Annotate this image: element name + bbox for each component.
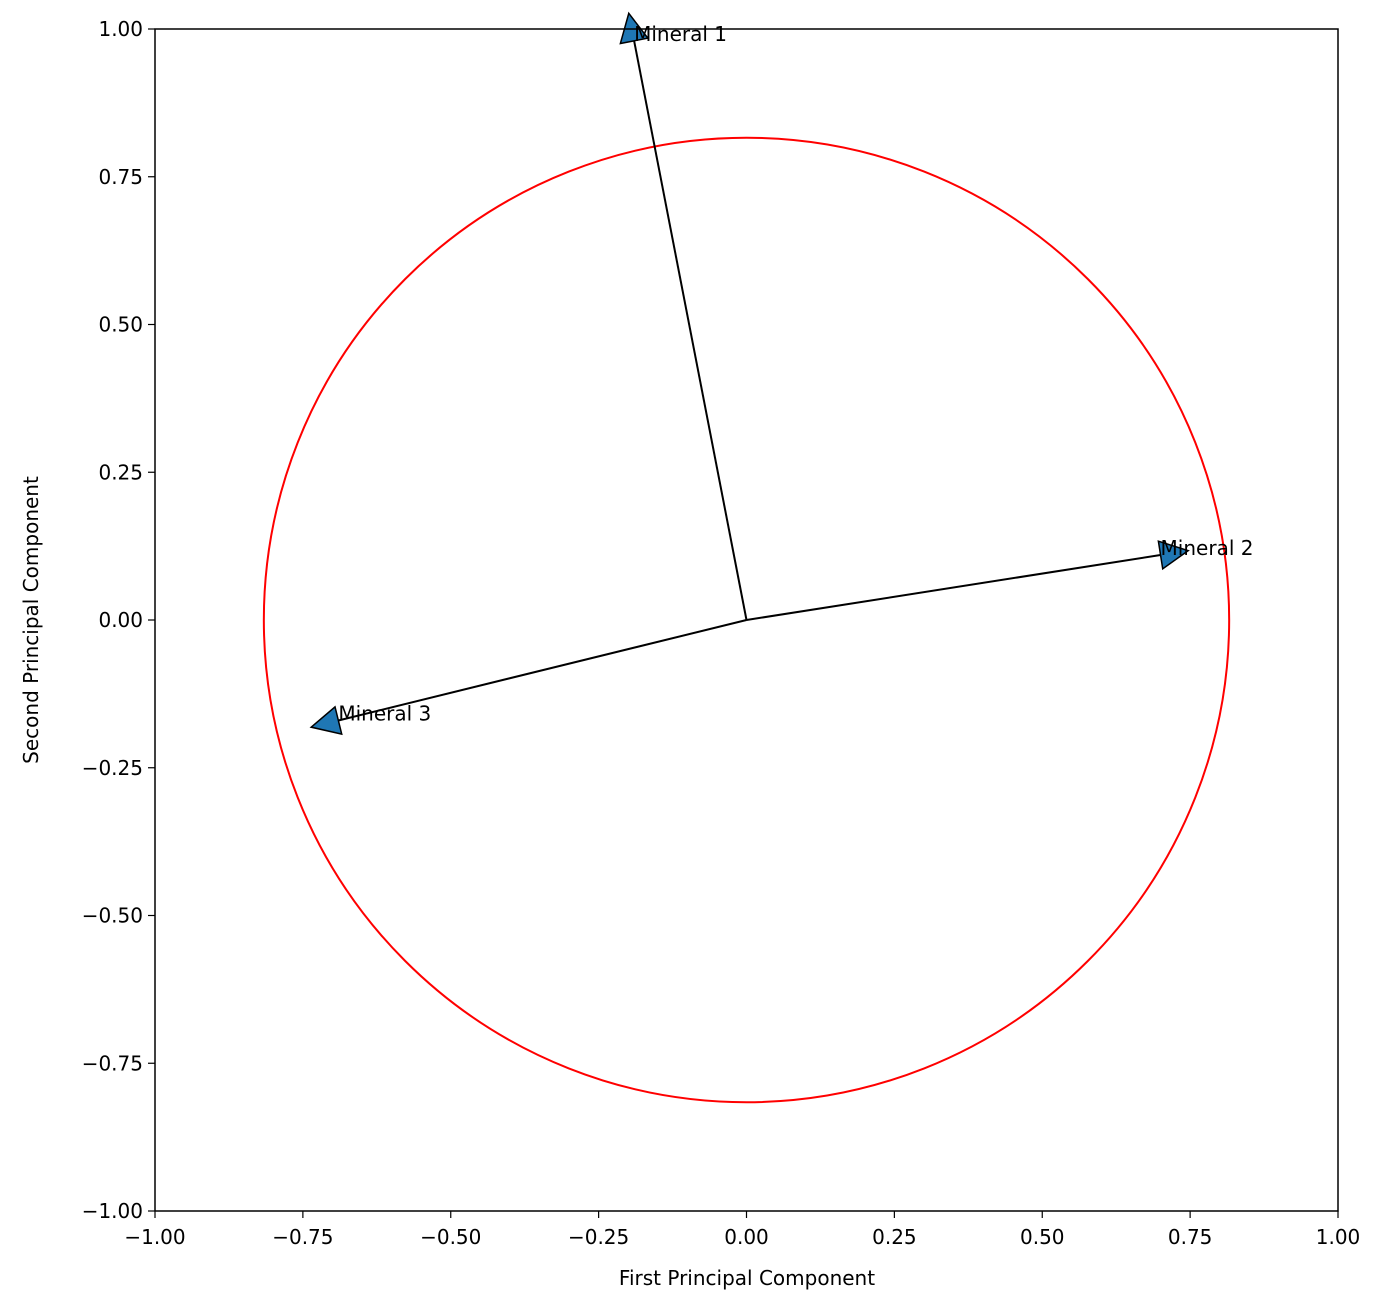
y-tick-label: 0.25	[98, 460, 143, 484]
x-tick-label: −1.00	[124, 1225, 185, 1249]
y-tick-label: −0.50	[82, 904, 143, 928]
x-tick-label: 0.50	[1020, 1225, 1065, 1249]
correlation-circle	[262, 136, 1231, 1104]
vector-shaft	[338, 619, 747, 722]
vector-head	[309, 705, 343, 736]
y-tick-label: 1.00	[98, 17, 143, 41]
x-tick-label: −0.50	[420, 1225, 481, 1249]
y-tick-label: −0.25	[82, 756, 143, 780]
x-tick-label: −0.25	[568, 1225, 629, 1249]
x-tick-label: 0.25	[872, 1225, 917, 1249]
vector-label: Mineral 2	[1161, 536, 1254, 560]
x-tick-label: 1.00	[1316, 1225, 1361, 1249]
x-axis-label: First Principal Component	[619, 1266, 875, 1290]
y-tick-label: 0.00	[98, 608, 143, 632]
x-tick-label: 0.00	[724, 1225, 769, 1249]
vector-shaft	[746, 554, 1161, 621]
x-tick-label: 0.75	[1168, 1225, 1213, 1249]
y-tick-label: 0.50	[98, 313, 143, 337]
vector-head	[1157, 540, 1190, 571]
x-tick-label: −0.75	[272, 1225, 333, 1249]
vector-label: Mineral 3	[338, 701, 431, 725]
vector-shaft	[633, 40, 748, 621]
y-axis-label: Second Principal Component	[19, 476, 43, 764]
y-tick-label: −1.00	[82, 1199, 143, 1223]
plot-frame	[154, 28, 1339, 1212]
y-tick-label: 0.75	[98, 165, 143, 189]
y-tick-label: −0.75	[82, 1051, 143, 1075]
vector-label: Mineral 1	[634, 22, 727, 46]
